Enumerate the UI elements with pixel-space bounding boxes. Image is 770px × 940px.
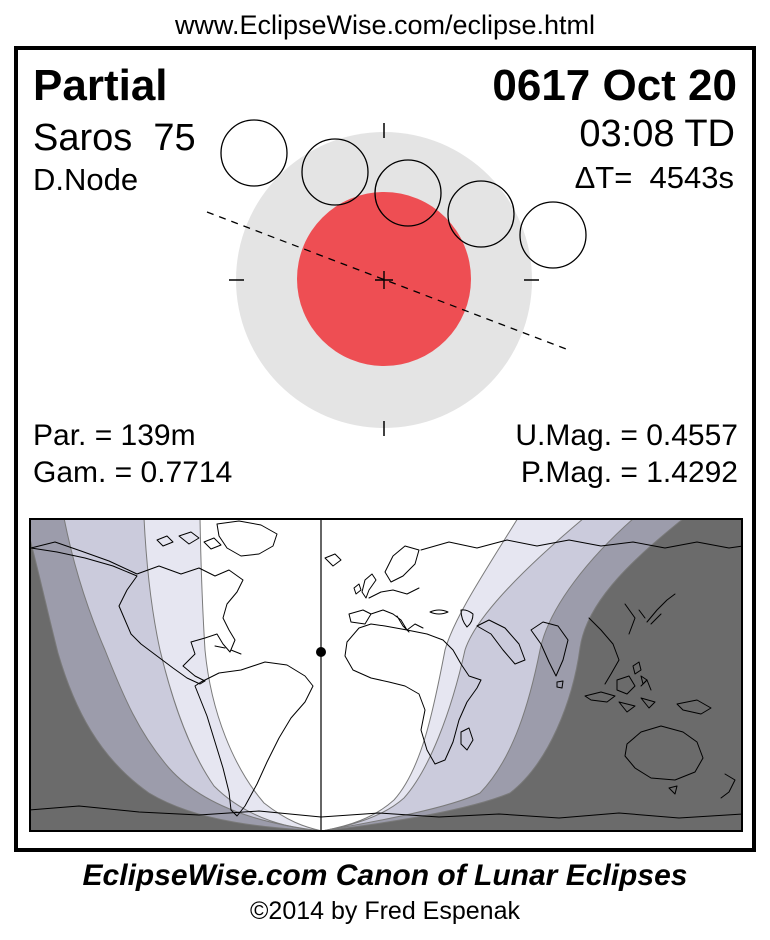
cardinal-tick-marks	[229, 123, 539, 436]
coastline-new-zealand	[720, 773, 736, 799]
map-border	[29, 518, 743, 832]
coastline-britain-ireland	[353, 573, 377, 599]
coastline-arabia	[476, 619, 526, 665]
coastline-indonesia	[584, 675, 656, 713]
saros-label: Saros 75	[33, 117, 196, 159]
eclipse-date-label: 0617 Oct 20	[492, 61, 737, 110]
footer-copyright: ©2014 by Fred Espenak	[250, 897, 520, 925]
coastline-asia-north	[420, 539, 743, 551]
moon-position-circle	[519, 201, 587, 269]
moon-position-circle	[301, 138, 369, 206]
coastline-scandinavia	[384, 545, 420, 583]
shadow-diagram	[206, 119, 587, 436]
partial-duration-label: Par. = 139m	[33, 419, 196, 452]
coastline-new-guinea	[676, 699, 712, 715]
coastline-east-asia	[588, 593, 676, 685]
eclipse-type-label: Partial	[33, 61, 168, 110]
greatest-time-label: 03:08 TD	[579, 113, 735, 155]
coastline-arctic-islands	[156, 531, 222, 550]
moon-position-circle	[374, 159, 442, 227]
coastline-madagascar	[460, 727, 474, 751]
gamma-label: Gam. = 0.7714	[33, 456, 233, 489]
shadow-center-cross	[375, 271, 393, 289]
coastlines	[29, 520, 743, 819]
coastline-caribbean	[214, 645, 242, 655]
coastline-south-america	[194, 661, 314, 817]
zone-west-not-visible	[29, 535, 322, 831]
coastline-europe	[348, 587, 424, 633]
moon-path-circles	[220, 119, 587, 269]
source-url: www.EclipseWise.com/eclipse.html	[174, 10, 596, 40]
node-label: D.Node	[33, 162, 139, 197]
sub-lunar-point-dot	[316, 647, 326, 657]
moon-position-circle	[220, 119, 288, 187]
visibility-zones-west	[29, 518, 322, 831]
zone-east-not-visible	[322, 518, 743, 831]
coastline-greenland	[216, 520, 278, 557]
coastline-black-caspian-seas	[429, 609, 474, 628]
coastline-australia	[624, 725, 704, 795]
coastline-iceland	[324, 553, 342, 567]
footer-title: EclipseWise.com Canon of Lunar Eclipses	[82, 859, 688, 892]
coastline-africa	[344, 623, 482, 765]
umbral-magnitude-label: U.Mag. = 0.4557	[515, 419, 738, 452]
zone-boundary-lines	[29, 518, 685, 832]
coastline-north-america	[30, 541, 244, 685]
penumbral-magnitude-label: P.Mag. = 1.4292	[520, 456, 738, 489]
visibility-zones-east	[322, 518, 743, 831]
coastline-antarctica	[29, 805, 743, 819]
eclipse-card-border	[14, 46, 756, 852]
visibility-map	[29, 518, 743, 832]
delta-t-label: ΔT= 4543s	[574, 160, 734, 195]
moon-position-circle	[447, 180, 515, 248]
coastline-india	[530, 621, 569, 689]
